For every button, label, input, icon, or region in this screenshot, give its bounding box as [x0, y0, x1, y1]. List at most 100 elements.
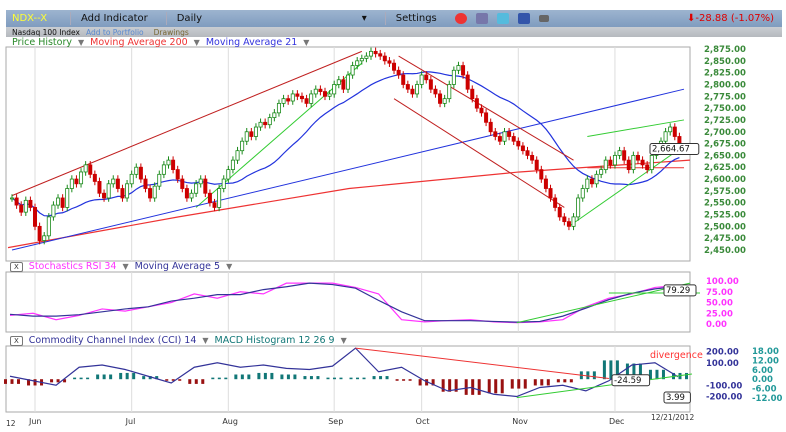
x-tick-label: Jun	[28, 417, 42, 426]
candle-body	[502, 131, 507, 142]
legend-ma21[interactable]: Moving Average 21	[205, 37, 298, 48]
macd-bar	[477, 379, 481, 395]
symbol[interactable]: NDX--X	[12, 13, 48, 24]
macd-bar	[234, 374, 238, 380]
caret-icon[interactable]: ▼	[122, 262, 129, 271]
candle-body	[299, 95, 304, 100]
candle-body	[23, 199, 28, 213]
macd-bar	[625, 363, 629, 380]
legend-macd[interactable]: MACD Histogram 12 26 9	[214, 335, 335, 346]
candle-body	[470, 88, 475, 100]
candle-body	[221, 178, 226, 189]
close-panel-button[interactable]: X	[10, 335, 23, 346]
y-tick-label: 2,600.00	[704, 175, 746, 185]
twitter-icon[interactable]	[496, 13, 509, 24]
candle-body	[373, 50, 378, 55]
x-tick-label: Aug	[222, 417, 238, 426]
legend-price-history[interactable]: Price History	[12, 37, 72, 48]
candle-body	[369, 50, 374, 57]
y-tick-label: -12.00	[752, 394, 782, 404]
add-indicator-button[interactable]: Add Indicator	[81, 13, 148, 24]
close-panel-button[interactable]: X	[10, 261, 23, 272]
caret-icon[interactable]: ▼	[193, 38, 200, 47]
drawings-link[interactable]: Drawings	[153, 27, 189, 37]
period-value: Daily	[176, 13, 203, 24]
candle-body	[465, 74, 470, 90]
macd-bar	[632, 363, 636, 380]
macd-bar	[523, 379, 527, 389]
candle-body	[525, 150, 530, 156]
macd-bar	[109, 374, 113, 380]
legend-cci[interactable]: Commodity Channel Index (CCI) 14	[28, 335, 197, 346]
date-label: 12/21/2012	[651, 413, 695, 422]
candle-body	[42, 235, 47, 241]
candle-body	[115, 178, 120, 189]
candle-body	[345, 74, 350, 90]
macd-bar	[592, 371, 596, 380]
y-tick-label: 0.00	[706, 320, 727, 330]
candle-body	[19, 204, 24, 213]
candle-body	[668, 126, 673, 133]
cci-trendline	[516, 373, 693, 399]
period-select[interactable]: Daily ▾	[177, 13, 367, 24]
candle-body	[663, 131, 668, 142]
candle-body	[451, 69, 456, 85]
caret-icon[interactable]: ▼	[303, 38, 310, 47]
y-tick-label: 18.00	[752, 347, 779, 357]
caret-icon[interactable]: ▼	[78, 38, 85, 47]
candle-body	[207, 192, 212, 204]
x-tick-label: Sep	[328, 417, 343, 426]
add-to-portfolio-link[interactable]: Add to Portfolio	[85, 27, 144, 37]
candle-body	[37, 225, 42, 241]
books-icon[interactable]	[475, 13, 488, 24]
macd-bar	[500, 379, 504, 394]
candle-body	[97, 181, 102, 194]
legend-stoch-rsi[interactable]: Stochastics RSI 34	[28, 261, 117, 272]
macd-bar	[194, 379, 198, 384]
macd-bar	[372, 376, 376, 380]
candle-body	[520, 145, 525, 152]
legend-ma200[interactable]: Moving Average 200	[90, 37, 188, 48]
macd-bar	[73, 377, 77, 380]
legend-stoch-ma[interactable]: Moving Average 5	[134, 261, 221, 272]
candle-body	[56, 197, 61, 206]
macd-bar	[339, 377, 343, 380]
y-tick-label: 2,625.00	[704, 163, 746, 173]
trendline-down-upper	[398, 55, 574, 161]
candle-body	[580, 188, 585, 199]
facebook-icon[interactable]	[517, 13, 530, 24]
candle-body	[180, 178, 185, 189]
macd-bar	[119, 372, 123, 380]
candle-body	[138, 166, 143, 180]
stoch-legend: X Stochastics RSI 34 ▼ Moving Average 5 ▼	[10, 261, 232, 272]
candle-body	[456, 65, 461, 71]
candle-body	[474, 98, 479, 109]
candle-body	[603, 159, 608, 170]
macd-bar	[263, 372, 267, 380]
macd-bar	[247, 374, 251, 380]
candle-body	[217, 188, 222, 208]
macd-bar	[201, 379, 205, 384]
candle-body	[286, 98, 291, 102]
macd-bar	[79, 377, 83, 380]
caret-icon[interactable]: ▼	[340, 336, 347, 345]
alarm-icon[interactable]	[454, 13, 467, 24]
candle-body	[198, 178, 203, 185]
caret-icon[interactable]: ▼	[202, 336, 209, 345]
settings-button[interactable]: Settings	[395, 13, 437, 24]
macd-bar	[148, 376, 152, 380]
candle-body	[585, 178, 590, 189]
macd-bar	[685, 372, 688, 380]
y-tick-label: -200.00	[706, 393, 742, 403]
caret-icon[interactable]: ▼	[226, 262, 233, 271]
candle-body	[530, 155, 535, 161]
macd-bar	[487, 379, 491, 394]
y-tick-label: 2,525.00	[704, 211, 746, 221]
stoch-ma-line	[9, 282, 679, 323]
candle-body	[267, 117, 272, 126]
candle-body	[419, 74, 424, 85]
candle-body	[576, 197, 581, 218]
price-last-value-box	[649, 142, 700, 155]
camera-icon[interactable]	[538, 15, 549, 22]
